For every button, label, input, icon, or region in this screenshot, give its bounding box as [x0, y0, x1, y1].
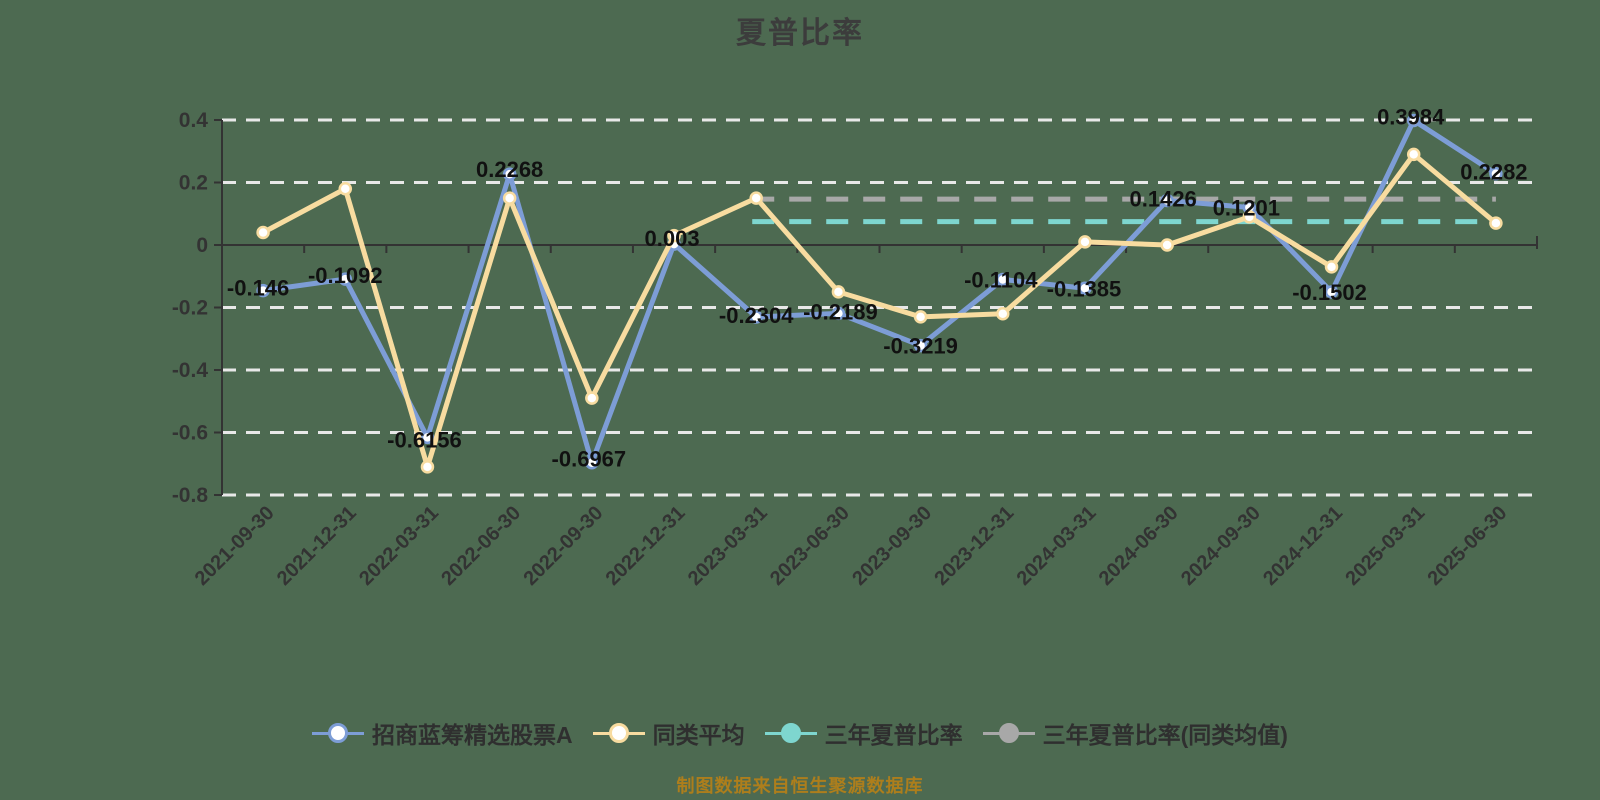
- peer-data-point: [1160, 238, 1174, 252]
- fund-series-line: [260, 118, 1499, 466]
- peer-data-point: [585, 391, 599, 405]
- y-axis-label: 0.2: [179, 172, 208, 195]
- legend-label-fund: 招商蓝筹精选股票A: [372, 722, 573, 748]
- x-axis-label: 2023-12-31: [930, 502, 1018, 590]
- peer-data-point: [667, 228, 681, 243]
- x-axis-label: 2024-09-30: [1177, 502, 1265, 590]
- x-axis-label: 2024-12-31: [1259, 502, 1347, 590]
- peer-data-point: [913, 310, 928, 324]
- data-value-label: 0.1426: [1130, 186, 1197, 211]
- legend-item-fund[interactable]: 招商蓝筹精选股票A: [312, 716, 573, 750]
- sharpe-ratio-line-chart: 0.4 0.2 0 -0.2 -0.4 -0.6 -0.8 -0.146 -0.1092 -0.6…: [172, 105, 1538, 590]
- three-year-sharpe-peer-marker-icon: [982, 722, 1035, 744]
- y-axis-label: -0.4: [172, 359, 209, 382]
- fund-data-point: [1324, 285, 1339, 299]
- legend-item-peer-average[interactable]: 同类平均: [592, 716, 745, 750]
- peer-data-point: [831, 285, 846, 299]
- data-source-note: 制图数据来自恒生聚源数据库: [676, 776, 924, 796]
- peer-data-point: [1078, 235, 1092, 249]
- chart-title: 夏普比率: [736, 17, 864, 50]
- peer-data-point: [1406, 147, 1421, 162]
- fund-data-point: [1160, 193, 1174, 208]
- peer-series-line: [260, 151, 1499, 470]
- x-axis-label: 2025-06-30: [1424, 502, 1512, 590]
- data-value-label: -0.3219: [883, 334, 958, 359]
- fund-data-point: [749, 310, 763, 324]
- peer-data-point: [1324, 260, 1339, 274]
- x-axis-label: 2023-09-30: [848, 502, 936, 590]
- data-value-label: -0.6967: [552, 447, 627, 472]
- y-axis-label: -0.8: [172, 484, 209, 507]
- chart-legend: 招商蓝筹精选股票A 同类平均 三年夏普比率 三年夏普比率(同类均值): [0, 714, 1600, 752]
- x-axis-label: 2025-03-31: [1341, 502, 1429, 590]
- y-axis-label: 0.4: [179, 109, 209, 132]
- x-axis-label: 2022-09-30: [519, 502, 607, 590]
- data-value-label: -0.146: [227, 276, 289, 301]
- legend-label-three-year-sharpe: 三年夏普比率: [824, 722, 963, 748]
- data-value-label: 0.2268: [476, 157, 543, 182]
- peer-data-point: [502, 191, 517, 205]
- fund-data-point: [1406, 113, 1421, 128]
- x-axis-label: 2021-09-30: [191, 502, 279, 590]
- data-value-label: -0.1092: [308, 263, 383, 288]
- peer-data-point: [420, 460, 435, 474]
- data-value-label: -0.1385: [1047, 276, 1122, 301]
- data-value-label: -0.2189: [803, 299, 878, 324]
- fund-data-point: [502, 167, 517, 181]
- x-axis-label: 2024-06-30: [1095, 502, 1183, 590]
- legend-label-three-year-sharpe-peer: 三年夏普比率(同类均值): [1042, 722, 1288, 748]
- legend-label-peer-average: 同类平均: [652, 722, 745, 748]
- fund-data-point: [1078, 281, 1092, 296]
- data-value-label: 0.1201: [1213, 195, 1280, 220]
- x-axis-label: 2023-06-30: [766, 502, 854, 590]
- three-year-sharpe-marker-icon: [764, 722, 817, 744]
- fund-data-point: [585, 455, 599, 470]
- x-axis-label: 2022-03-31: [355, 502, 443, 590]
- legend-item-three-year-sharpe[interactable]: 三年夏普比率: [764, 716, 963, 750]
- data-value-label: -0.6156: [387, 427, 462, 452]
- y-axis-label: -0.6: [172, 422, 208, 445]
- fund-data-point: [996, 272, 1010, 287]
- x-axis-label: 2022-12-31: [602, 502, 690, 590]
- data-value-label: -0.2304: [719, 303, 794, 328]
- peer-data-point: [1242, 210, 1257, 224]
- peer-data-point: [1489, 216, 1503, 230]
- fund-data-point: [256, 283, 270, 298]
- fund-data-point: [913, 338, 928, 353]
- peer-data-point: [338, 182, 353, 196]
- x-axis-label: 2022-06-30: [437, 502, 525, 590]
- peer-data-point: [996, 307, 1010, 321]
- x-axis-label: 2024-03-31: [1013, 502, 1101, 590]
- peer-data-point: [749, 191, 763, 205]
- fund-data-point: [1489, 166, 1503, 181]
- data-value-label: 0.003: [645, 226, 700, 251]
- data-value-label: 0.3984: [1377, 105, 1445, 130]
- fund-data-point: [831, 306, 846, 321]
- legend-item-three-year-sharpe-peer[interactable]: 三年夏普比率(同类均值): [982, 716, 1288, 750]
- y-axis-label: 0: [196, 234, 208, 257]
- data-value-label: -0.1502: [1292, 280, 1367, 305]
- peer-line-marker-icon: [592, 722, 645, 744]
- x-axis-label: 2023-03-31: [684, 502, 772, 590]
- data-value-label: -0.1104: [964, 268, 1038, 293]
- fund-data-point: [420, 430, 435, 445]
- y-axis-label: -0.2: [172, 297, 208, 320]
- x-axis-label: 2021-12-31: [273, 502, 361, 590]
- peer-data-point: [256, 225, 270, 240]
- fund-data-point: [338, 272, 353, 286]
- fund-line-marker-icon: [312, 722, 365, 744]
- data-value-label: 0.2282: [1460, 160, 1527, 185]
